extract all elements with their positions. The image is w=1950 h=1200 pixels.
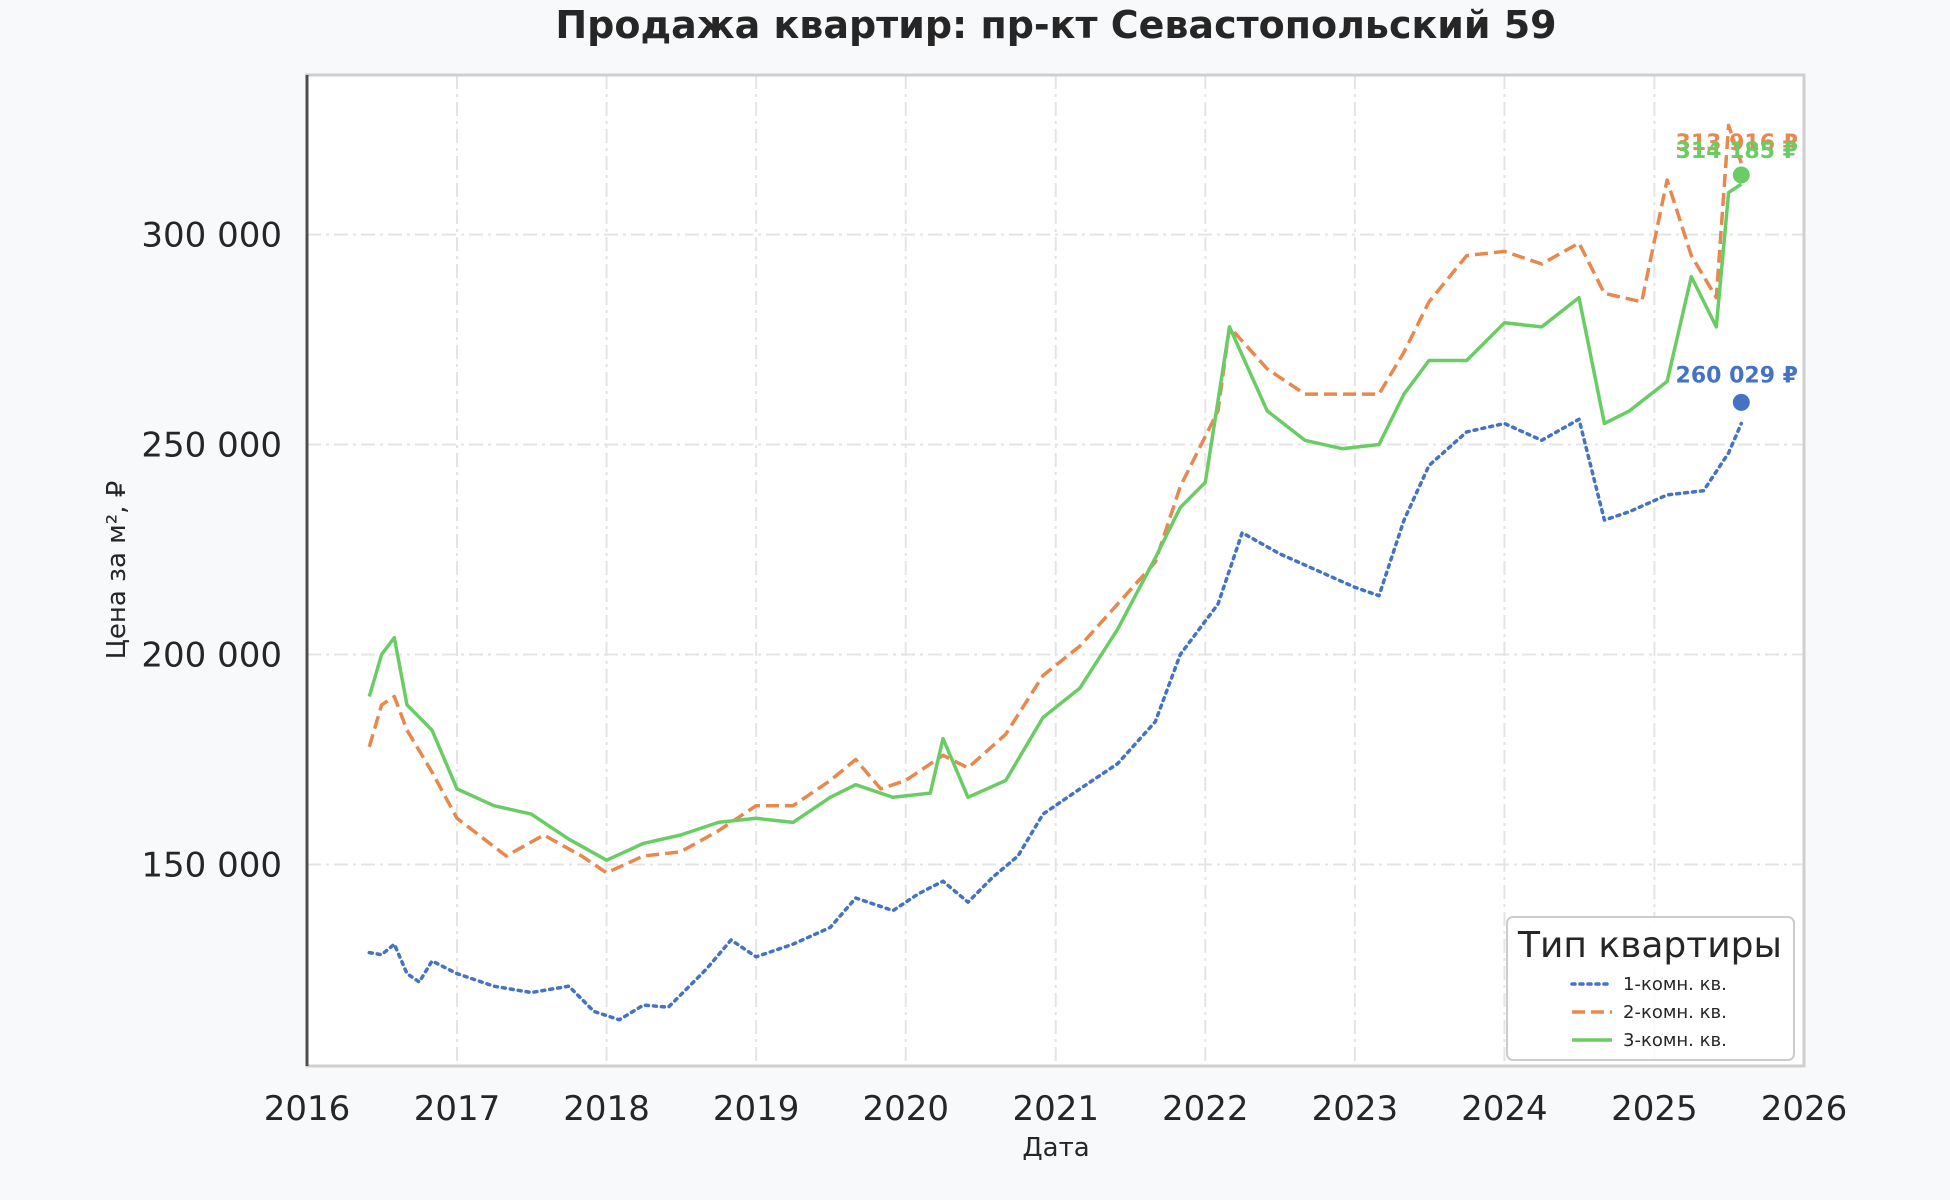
legend-entries: 1-комн. кв. 2-комн. кв. 3-комн. кв. [1570, 974, 1727, 1051]
y-tick-label: 150 000 [141, 845, 282, 885]
x-tick-label: 2024 [1461, 1089, 1548, 1129]
series-line-2 [367, 123, 1743, 875]
x-tick-label: 2018 [563, 1089, 650, 1129]
end-value-label-3: 314 185 ₽ [1676, 139, 1798, 164]
x-tick-label: 2023 [1312, 1089, 1399, 1129]
chart-title: Продажа квартир: пр-кт Севастопольский 5… [555, 3, 1556, 47]
legend-label-1: 1-комн. кв. [1623, 974, 1727, 995]
y-axis-label: Цена за м², ₽ [102, 481, 132, 660]
end-value-label-2: 313 916 ₽ [1676, 131, 1798, 156]
y-tick-label: 300 000 [141, 216, 282, 256]
series-line-3 [367, 182, 1743, 862]
series-line-1 [367, 417, 1744, 1022]
x-tick-label: 2025 [1611, 1089, 1698, 1129]
y-tick-label: 250 000 [141, 426, 282, 466]
end-marker-1 [1732, 393, 1750, 411]
legend-label-3: 3-комн. кв. [1623, 1030, 1727, 1051]
legend: Тип квартиры 1-комн. кв. 2-комн. кв. 3-ком… [1506, 916, 1795, 1061]
legend-label-2: 2-комн. кв. [1623, 1002, 1727, 1023]
end-markers: 260 029 ₽ 313 916 ₽314 185 ₽ [1676, 131, 1798, 411]
x-tick-label: 2020 [862, 1089, 949, 1129]
x-tick-label: 2019 [713, 1089, 800, 1129]
legend-title: Тип квартиры [1517, 925, 1782, 966]
x-tick-label: 2022 [1162, 1089, 1249, 1129]
end-value-label-1: 260 029 ₽ [1676, 363, 1798, 388]
end-marker-3 [1732, 166, 1750, 184]
x-tick-label: 2026 [1761, 1089, 1848, 1129]
y-tick-label: 200 000 [141, 635, 282, 675]
x-tick-label: 2021 [1012, 1089, 1099, 1129]
legend-box [1506, 916, 1795, 1061]
series-lines [367, 123, 1744, 1022]
x-tick-label: 2016 [264, 1089, 351, 1129]
axis-ticks: 2016 2017 2018 2019 2020 2021 2022 2023 2024 2025… [141, 216, 1847, 1129]
x-axis-label: Дата [1022, 1133, 1089, 1163]
x-tick-label: 2017 [414, 1089, 501, 1129]
